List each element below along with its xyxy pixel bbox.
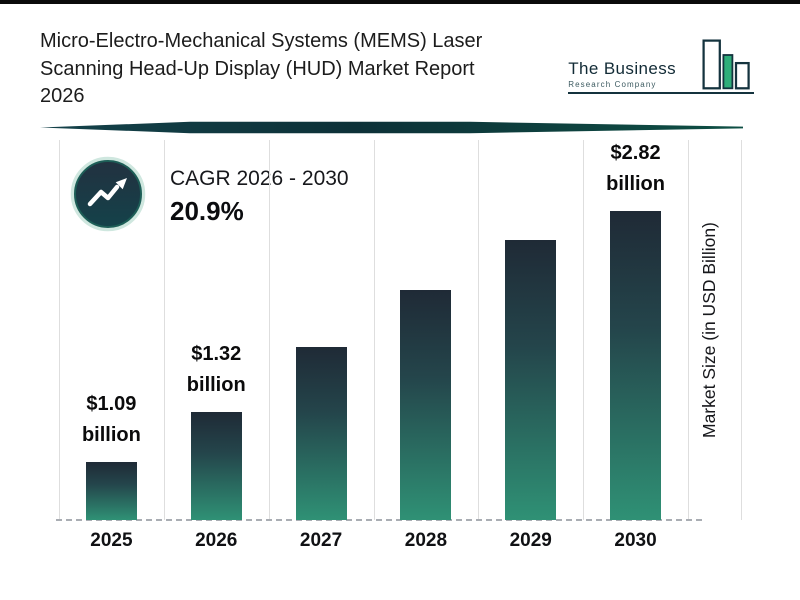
x-axis-labels: 2025 2026 2027 2028 2029 2030 [59,530,688,552]
logo-name: The Business [568,59,676,78]
cagr-label: CAGR 2026 - 2030 [170,167,349,190]
bar-slot-2026: $1.32 billion [164,339,269,520]
x-axis-label-2028: 2028 [404,530,448,551]
header-divider [40,121,745,134]
logo-text: The Business Research Company [568,59,676,92]
gridline [163,140,165,520]
bar-slot-2025: $1.09 billion [59,389,164,520]
right-gridline [741,140,742,520]
x-axis-baseline [56,519,702,521]
bar-2030 [610,211,662,520]
gridline [373,140,375,520]
divider-shape [40,121,743,134]
top-strip [0,0,800,4]
company-logo: The Business Research Company [568,36,754,94]
logo-row: The Business Research Company [568,36,754,94]
page-title: Micro-Electro-Mechanical Systems (MEMS) … [40,30,483,108]
bar-slot-2027 [269,347,374,520]
bar-2028 [400,290,452,520]
gridline [268,140,270,520]
bar-value-label-2030: $2.82 billion [606,142,665,195]
x-axis-label-2030: 2030 [614,530,657,551]
y-axis-label: Market Size (in USD Billion) [699,222,719,438]
logo-subtitle: Research Company [568,80,657,89]
bar-value-label-2026: $1.32 billion [186,343,246,396]
gridline [478,140,480,520]
gridline [583,140,585,520]
growth-arrow-icon [70,156,146,232]
bar-slot-2030: $2.82 billion [583,138,688,520]
logo-bars-icon [702,39,750,90]
bar-chart: $1.09 billion $1.32 billion $2.82 billion [56,140,702,521]
gridlines [59,140,689,520]
bar-2025 [85,462,137,520]
bar-2027 [295,347,347,520]
cagr-badge [70,156,146,232]
gridline [59,140,60,520]
bar-2026 [190,412,242,520]
x-axis-label-2025: 2025 [90,530,133,551]
bar-2029 [505,240,557,520]
gridline [688,140,689,520]
bar-value-label-2025: $1.09 billion [81,393,141,446]
bar-slot-2028 [373,290,478,520]
x-axis-label-2027: 2027 [299,530,343,551]
x-axis-label-2026: 2026 [195,530,238,551]
cagr-value: 20.9% [170,196,244,226]
bars-row: $1.09 billion $1.32 billion $2.82 billion [59,140,688,520]
bar-slot-2029 [478,240,583,520]
x-axis-label-2029: 2029 [509,530,552,551]
